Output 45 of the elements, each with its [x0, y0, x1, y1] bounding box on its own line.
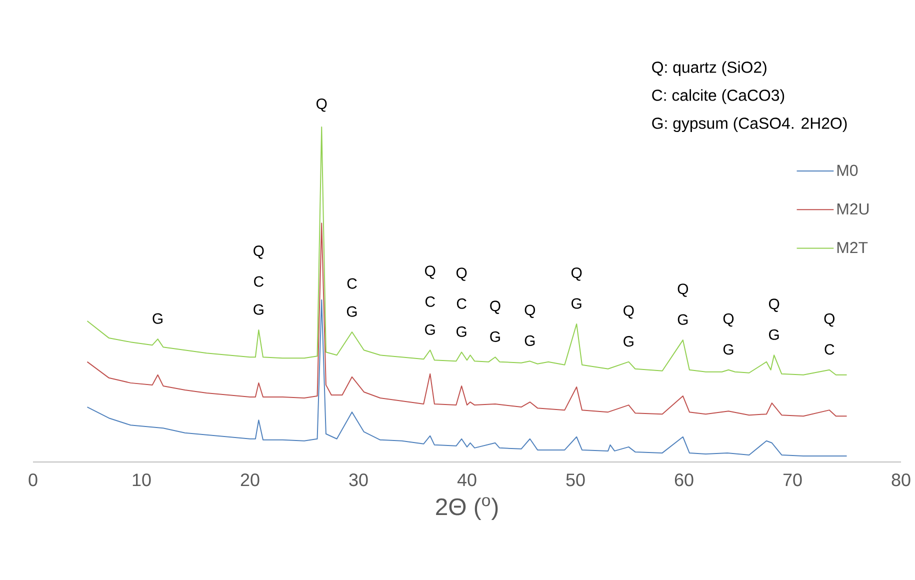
- annotation: G: [769, 329, 779, 340]
- x-tick-label: 40: [457, 474, 476, 486]
- annotation: G: [346, 306, 357, 317]
- annotation: G: [152, 313, 162, 324]
- legend-label: M2U: [837, 203, 869, 215]
- x-tick-label: 30: [349, 474, 368, 486]
- annotation: Q: [425, 266, 436, 279]
- annotation: Q: [254, 246, 264, 259]
- annotation: G: [254, 304, 264, 315]
- annotation: C: [425, 296, 435, 307]
- annotation: G: [456, 326, 466, 337]
- annotation: Q: [490, 300, 500, 314]
- x-axis-title: 2Θ ($^{o}$): [436, 497, 498, 520]
- x-tick-label: 0: [28, 474, 38, 486]
- x-tick-label: 60: [674, 474, 694, 486]
- annotation: Q: [768, 298, 780, 312]
- x-tick-label: 70: [783, 474, 802, 486]
- annotation: Q: [524, 304, 536, 318]
- annotation: G: gypsum (CaSO4. 2H2O): [652, 117, 847, 132]
- x-tick-label: 20: [240, 474, 260, 486]
- annotation: Q: [678, 284, 688, 297]
- annotation: C: [824, 344, 834, 355]
- annotation: C: [254, 276, 264, 287]
- annotation: Q: [723, 313, 734, 327]
- annotation: G: [572, 298, 582, 309]
- annotation: G: [678, 314, 688, 325]
- annotation: G: [723, 344, 734, 355]
- legend-label: M0: [837, 164, 858, 176]
- annotation: C: [347, 278, 357, 289]
- x-tick-label: 50: [566, 474, 585, 486]
- annotation: G: [624, 336, 634, 347]
- annotation: Q: [571, 268, 582, 281]
- annotation: G: [425, 324, 435, 335]
- annotation: Q: [824, 313, 834, 327]
- annotation: G: [490, 331, 500, 342]
- x-tick-label: 80: [892, 474, 910, 486]
- annotation: Q: [316, 98, 327, 112]
- legend-label: M2T: [837, 242, 868, 254]
- annotation: Q: [456, 268, 467, 281]
- annotation: G: [524, 335, 535, 346]
- annotation: Q: [624, 305, 634, 319]
- annotation: C: [456, 298, 466, 309]
- text: C: calcite (CaCO3): [652, 89, 784, 104]
- x-tick-label: 10: [132, 474, 151, 486]
- text: Q: quartz (SiO2): [652, 61, 766, 76]
